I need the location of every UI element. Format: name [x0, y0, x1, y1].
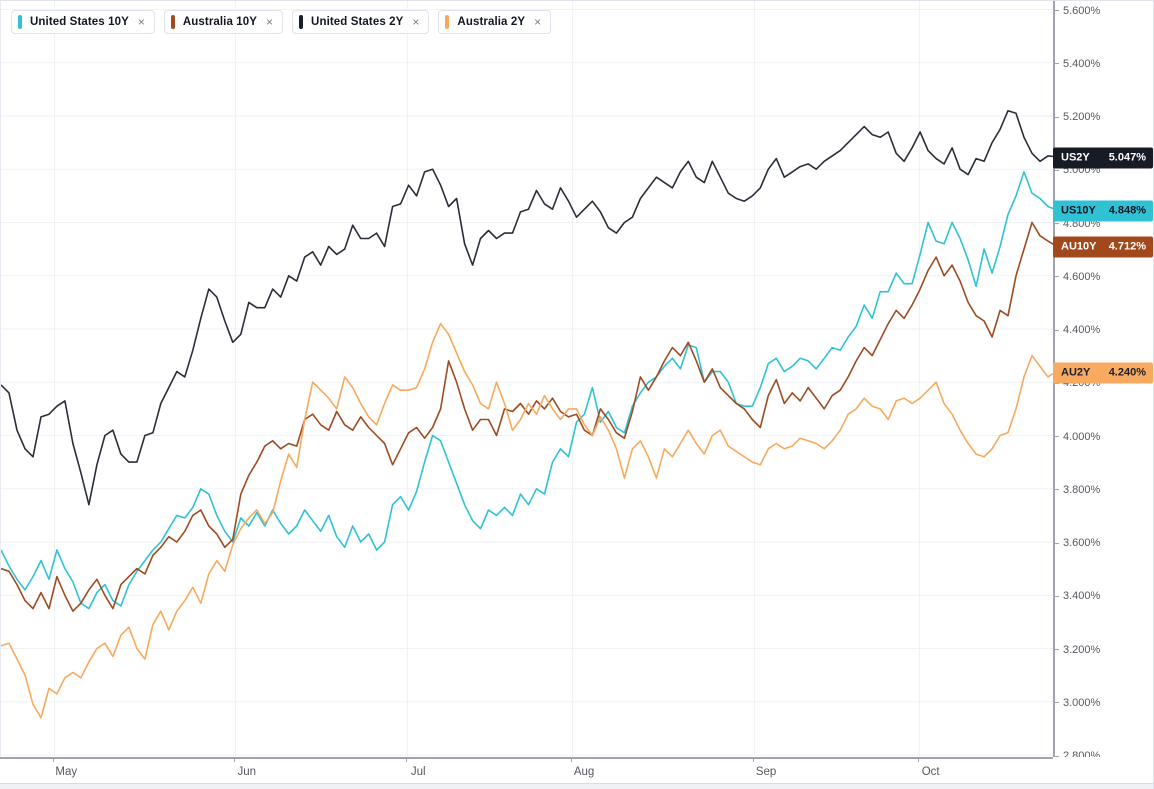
y-axis-tick: 3.600%: [1053, 537, 1100, 549]
y-axis-tick: 3.800%: [1053, 484, 1100, 496]
y-axis-tick-label: 4.000%: [1063, 430, 1101, 443]
series-line-au10y[interactable]: [1, 221, 1054, 613]
x-axis-tick: [571, 757, 572, 762]
series-color-bar: [18, 15, 22, 29]
y-axis-tick-label: 5.600%: [1063, 4, 1101, 17]
price-label-us10y: US10Y 4.848%: [1053, 200, 1153, 222]
y-axis-tick-label: 3.400%: [1063, 590, 1101, 603]
time-axis[interactable]: May Jun Jul Aug Sep Oct: [0, 757, 1053, 785]
tick-mark: [1053, 649, 1059, 650]
tick-mark: [1053, 702, 1059, 704]
legend-chip-au10y[interactable]: Australia 10Y ×: [163, 10, 284, 34]
series-name-label: Australia 2Y: [457, 16, 526, 28]
price-label-value: 4.848%: [1108, 204, 1146, 217]
tick-mark: [1053, 489, 1059, 491]
bottom-toolbar-strip: [0, 783, 1154, 789]
legend-chip-us2y[interactable]: United States 2Y ×: [292, 10, 430, 34]
legend: United States 10Y × Australia 10Y × United S…: [11, 10, 552, 34]
y-axis-tick-label: 4.400%: [1063, 324, 1101, 336]
y-axis-tick: 5.200%: [1053, 111, 1100, 123]
y-axis-tick-label: 5.400%: [1063, 57, 1101, 70]
x-axis-label-may: May: [55, 766, 78, 778]
x-axis-label-sep: Sep: [755, 766, 777, 778]
chart-canvas[interactable]: [1, 1, 1054, 757]
close-icon[interactable]: ×: [266, 15, 274, 29]
x-axis-tick: [918, 757, 919, 762]
chart-pane[interactable]: [0, 1, 1054, 757]
y-axis-tick: 3.200%: [1053, 644, 1100, 656]
y-axis-tick: 3.000%: [1053, 697, 1100, 709]
price-label-symbol: US10Y: [1061, 204, 1096, 217]
price-label-value: 4.240%: [1108, 366, 1146, 379]
series-color-bar: [299, 15, 304, 29]
series-color-bar: [170, 15, 175, 29]
x-axis-label-aug: Aug: [573, 766, 595, 778]
y-axis-tick: 4.000%: [1053, 431, 1100, 443]
y-axis-tick-label: 5.200%: [1063, 111, 1101, 123]
legend-chip-au2y[interactable]: Australia 2Y ×: [438, 10, 552, 34]
y-axis-tick: 5.400%: [1053, 58, 1100, 70]
y-axis-tick-label: 3.200%: [1063, 643, 1101, 656]
price-label-au10y: AU10Y 4.712%: [1053, 236, 1153, 258]
close-icon[interactable]: ×: [137, 15, 145, 29]
x-axis-label-oct: Oct: [921, 766, 940, 778]
x-axis-tick: [53, 757, 54, 762]
series-name-label: Australia 10Y: [182, 16, 258, 28]
x-axis-tick: [406, 757, 407, 762]
series-name-label: United States 10Y: [30, 16, 129, 28]
time-axis-corner: [1053, 757, 1154, 783]
series-line-us10y[interactable]: [1, 171, 1054, 610]
close-icon[interactable]: ×: [412, 15, 420, 29]
y-axis-tick: 3.400%: [1053, 590, 1100, 602]
y-axis-tick-label: 4.600%: [1063, 270, 1101, 283]
price-label-symbol: AU10Y: [1061, 240, 1097, 253]
price-label-us2y: US2Y 5.047%: [1053, 147, 1153, 169]
y-axis-tick-label: 3.600%: [1063, 537, 1101, 549]
price-label-au2y: AU2Y 4.240%: [1053, 362, 1153, 384]
series-line-us2y[interactable]: [1, 109, 1054, 506]
y-axis-tick-label: 3.800%: [1063, 483, 1101, 496]
x-axis-tick: [753, 757, 754, 762]
price-label-value: 5.047%: [1108, 151, 1146, 164]
series-name-label: United States 2Y: [311, 16, 404, 28]
x-axis-tick: [234, 757, 235, 762]
price-label-value: 4.712%: [1108, 240, 1146, 253]
tick-mark: [1053, 276, 1059, 278]
tick-mark: [1053, 755, 1059, 757]
tick-mark: [1053, 329, 1059, 331]
price-label-symbol: AU2Y: [1061, 366, 1091, 379]
tick-mark: [1053, 542, 1059, 544]
tick-mark: [1053, 10, 1059, 11]
price-label-symbol: US2Y: [1061, 151, 1090, 164]
tick-mark: [1053, 63, 1059, 65]
tick-mark: [1053, 382, 1059, 384]
series-color-bar: [445, 15, 450, 29]
y-axis-tick-label: 3.000%: [1063, 696, 1101, 709]
tick-mark: [1053, 223, 1059, 224]
top-border: [0, 0, 1154, 1]
tick-mark: [1053, 595, 1059, 597]
x-axis-label-jun: Jun: [237, 766, 257, 778]
tick-mark: [1053, 436, 1059, 437]
price-axis[interactable]: 5.600% 5.400% 5.200% 5.000% 4.800% 4.600% 4.40…: [1053, 1, 1154, 762]
y-axis-tick: 4.600%: [1053, 271, 1100, 283]
y-axis-tick: 5.600%: [1053, 5, 1100, 17]
series-line-au2y[interactable]: [1, 322, 1054, 719]
tick-mark: [1053, 116, 1059, 118]
y-axis-tick: 4.400%: [1053, 324, 1100, 336]
close-icon[interactable]: ×: [534, 15, 542, 29]
x-axis-label-jul: Jul: [410, 766, 426, 778]
legend-chip-us10y[interactable]: United States 10Y ×: [11, 10, 155, 34]
tick-mark: [1053, 169, 1059, 171]
